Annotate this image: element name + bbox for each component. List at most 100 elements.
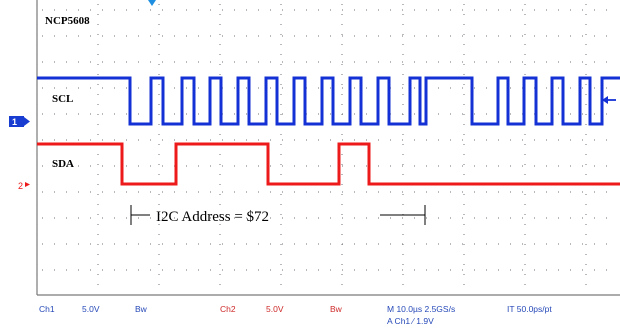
grid-dot: [114, 62, 115, 63]
grid-dot: [102, 140, 103, 141]
grid-dot: [54, 62, 55, 63]
grid-dot: [159, 104, 160, 105]
grid-dot: [342, 254, 343, 255]
grid-dot: [464, 224, 465, 225]
grid-dot: [246, 88, 247, 89]
grid-dot: [342, 84, 343, 85]
grid-dot: [318, 10, 319, 11]
grid-dot: [186, 114, 187, 115]
grid-dot: [138, 244, 139, 245]
grid-dot: [402, 10, 403, 11]
grid-dot: [330, 218, 331, 219]
grid-dot: [281, 34, 282, 35]
grid-dot: [98, 234, 99, 235]
grid-dot: [342, 74, 343, 75]
grid-dot: [342, 154, 343, 155]
grid-dot: [525, 64, 526, 65]
grid-dot: [414, 140, 415, 141]
grid-dot: [525, 204, 526, 205]
grid-dot: [450, 270, 451, 271]
grid-dot: [220, 74, 221, 75]
grid-dot: [138, 270, 139, 271]
grid-dot: [114, 192, 115, 193]
grid-dot: [198, 88, 199, 89]
grid-dot: [281, 264, 282, 265]
grid-dot: [98, 214, 99, 215]
grid-dot: [522, 192, 523, 193]
grid-dot: [403, 24, 404, 25]
grid-dot: [342, 194, 343, 195]
grid-dot: [522, 270, 523, 271]
grid-dot: [342, 270, 343, 271]
grid-dot: [570, 140, 571, 141]
grid-dot: [37, 94, 38, 95]
grid-dot: [342, 64, 343, 65]
grid-dot: [282, 270, 283, 271]
grid-dot: [138, 10, 139, 11]
grid-dot: [414, 244, 415, 245]
grid-dot: [281, 234, 282, 235]
grid-dot: [342, 218, 343, 219]
grid-dot: [150, 140, 151, 141]
grid-dot: [582, 140, 583, 141]
grid-dot: [78, 218, 79, 219]
grid-dot: [90, 36, 91, 37]
grid-dot: [162, 140, 163, 141]
grid-dot: [450, 218, 451, 219]
grid-dot: [159, 174, 160, 175]
grid-dot: [546, 114, 547, 115]
grid-dot: [138, 62, 139, 63]
grid-dot: [486, 270, 487, 271]
grid-dot: [606, 192, 607, 193]
grid-dot: [220, 44, 221, 45]
grid-dot: [594, 88, 595, 89]
grid-dot: [354, 218, 355, 219]
grid-dot: [282, 218, 283, 219]
grid-dot: [37, 124, 38, 125]
grid-dot: [570, 218, 571, 219]
grid-dot: [37, 154, 38, 155]
grid-dot: [582, 192, 583, 193]
grid-dot: [510, 218, 511, 219]
grid-dot: [558, 218, 559, 219]
grid-dot: [330, 88, 331, 89]
grid-dot: [403, 274, 404, 275]
grid-dot: [210, 10, 211, 11]
grid-dot: [270, 166, 271, 167]
grid-dot: [318, 244, 319, 245]
grid-dot: [403, 224, 404, 225]
grid-dot: [474, 270, 475, 271]
grid-dot: [330, 166, 331, 167]
grid-dot: [464, 164, 465, 165]
grid-dot: [222, 10, 223, 11]
grid-dot: [403, 14, 404, 15]
grid-dot: [402, 166, 403, 167]
grid-dot: [582, 62, 583, 63]
grid-dot: [37, 44, 38, 45]
grid-dot: [159, 204, 160, 205]
grid-dot: [534, 270, 535, 271]
grid-dot: [318, 192, 319, 193]
grid-dot: [330, 114, 331, 115]
grid-dot: [510, 192, 511, 193]
grid-dot: [586, 84, 587, 85]
grid-dot: [582, 270, 583, 271]
grid-dot: [402, 244, 403, 245]
grid-dot: [186, 244, 187, 245]
grid-dot: [246, 166, 247, 167]
grid-dot: [281, 64, 282, 65]
grid-dot: [198, 192, 199, 193]
grid-dot: [126, 10, 127, 11]
grid-dot: [522, 244, 523, 245]
grid-dot: [403, 174, 404, 175]
grid-dot: [486, 140, 487, 141]
grid-dot: [150, 192, 151, 193]
grid-dot: [220, 264, 221, 265]
grid-dot: [281, 164, 282, 165]
grid-dot: [114, 244, 115, 245]
grid-dot: [210, 192, 211, 193]
grid-dot: [246, 10, 247, 11]
grid-dot: [159, 4, 160, 5]
grid-dot: [220, 234, 221, 235]
grid-dot: [438, 218, 439, 219]
